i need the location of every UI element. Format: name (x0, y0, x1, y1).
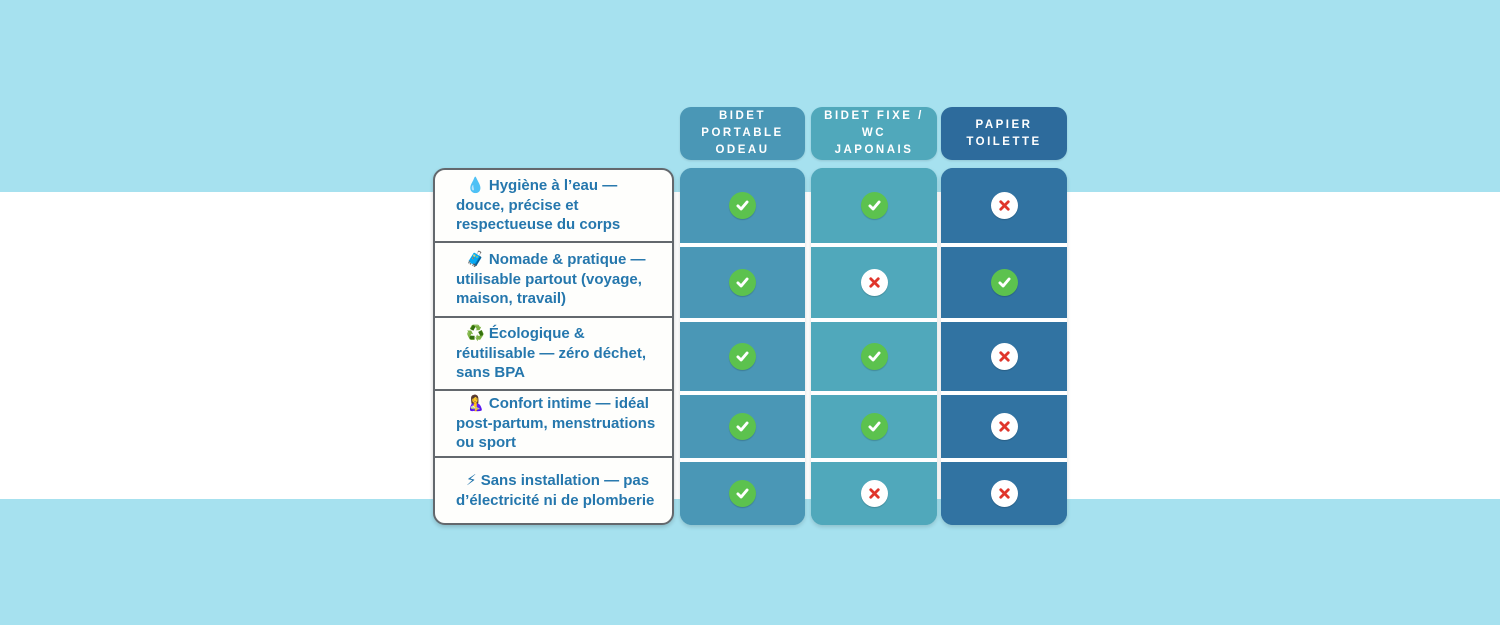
check-glyph (997, 277, 1011, 288)
cross-circle-icon (990, 480, 1018, 507)
data-cell-r2-c3 (941, 243, 1067, 318)
cross-glyph (868, 277, 880, 288)
criteria-row-label: ⚡ Sans installation — pas d’électricité … (456, 471, 660, 511)
data-cell-r5-c1 (680, 458, 805, 525)
check-glyph (736, 351, 749, 362)
droplet-icon: 💧 (466, 176, 485, 194)
criteria-row-label: 🤱 Confort intime — idéal post-partum, me… (456, 394, 660, 453)
criteria-row-text: Écologique & réutilisable — zéro déchet,… (456, 324, 647, 382)
data-cell-r5-c2 (811, 458, 937, 525)
data-column-3 (941, 168, 1067, 525)
criteria-label-box: 💧 Hygiène à l’eau — douce, précise et re… (433, 168, 674, 525)
cross-circle-icon (990, 192, 1018, 219)
data-cell-r1-c1 (680, 168, 805, 243)
lightning-icon: ⚡ (466, 471, 477, 489)
check-glyph (736, 421, 749, 432)
check-glyph (867, 351, 881, 362)
check-circle-icon (990, 269, 1018, 296)
check-circle-icon (860, 343, 888, 370)
criteria-row-label: 💧 Hygiène à l’eau — douce, précise et re… (456, 176, 660, 235)
check-circle-icon (729, 413, 756, 440)
criteria-row-1: 💧 Hygiène à l’eau — douce, précise et re… (435, 170, 672, 243)
data-cell-r1-c3 (941, 168, 1067, 243)
data-cell-r4-c3 (941, 391, 1067, 458)
criteria-row-label: ♻️ Écologique & réutilisable — zéro déch… (456, 324, 660, 383)
criteria-row-3: ♻️ Écologique & réutilisable — zéro déch… (435, 318, 672, 391)
check-glyph (736, 277, 749, 288)
data-cell-r3-c1 (680, 318, 805, 391)
data-cell-r5-c3 (941, 458, 1067, 525)
data-cell-r4-c1 (680, 391, 805, 458)
check-circle-icon (729, 192, 756, 219)
data-cell-r3-c3 (941, 318, 1067, 391)
criteria-row-text: Sans installation — pas d’électricité ni… (456, 471, 655, 509)
column-header-2: BIDET FIXE / WC JAPONAIS (811, 107, 937, 160)
data-column-2 (811, 168, 937, 525)
recycling-icon: ♻️ (466, 324, 485, 342)
data-column-1 (680, 168, 805, 525)
luggage-icon: 🧳 (466, 250, 485, 268)
data-cell-r3-c2 (811, 318, 937, 391)
postpartum-icon: 🤱 (466, 394, 485, 412)
column-header-3: PAPIER TOILETTE (941, 107, 1067, 160)
check-circle-icon (729, 480, 756, 507)
criteria-row-label: 🧳 Nomade & pratique — utilisable partout… (456, 250, 660, 309)
check-circle-icon (729, 269, 756, 296)
cross-circle-icon (990, 343, 1018, 370)
data-cell-r2-c1 (680, 243, 805, 318)
cross-glyph (998, 488, 1010, 499)
check-circle-icon (860, 192, 888, 219)
criteria-row-5: ⚡ Sans installation — pas d’électricité … (435, 458, 672, 523)
criteria-row-text: Confort intime — idéal post-partum, mens… (456, 394, 656, 452)
check-glyph (736, 200, 749, 211)
column-header-1: BIDET PORTABLE ODEAU (680, 107, 805, 160)
cross-glyph (998, 421, 1010, 432)
cross-glyph (998, 200, 1010, 211)
check-glyph (736, 488, 749, 499)
cross-circle-icon (860, 269, 888, 296)
data-cell-r4-c2 (811, 391, 937, 458)
cross-glyph (998, 351, 1010, 362)
data-cell-r1-c2 (811, 168, 937, 243)
data-cell-r2-c2 (811, 243, 937, 318)
criteria-row-text: Nomade & pratique — utilisable partout (… (456, 250, 646, 308)
criteria-row-2: 🧳 Nomade & pratique — utilisable partout… (435, 243, 672, 318)
cross-circle-icon (990, 413, 1018, 440)
check-circle-icon (729, 343, 756, 370)
criteria-row-text: Hygiène à l’eau — douce, précise et resp… (456, 176, 621, 234)
cross-circle-icon (860, 480, 888, 507)
criteria-row-4: 🤱 Confort intime — idéal post-partum, me… (435, 391, 672, 458)
check-glyph (867, 421, 881, 432)
check-circle-icon (860, 413, 888, 440)
check-glyph (867, 200, 881, 211)
cross-glyph (868, 488, 880, 499)
